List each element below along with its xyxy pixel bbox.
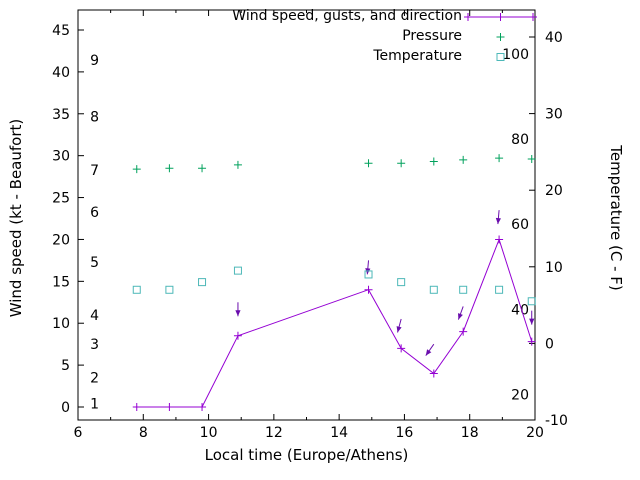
y-right-tick-label: 30 xyxy=(545,107,563,123)
gust-arrow-head xyxy=(425,349,432,356)
square-marker xyxy=(459,285,468,294)
plus-marker xyxy=(527,155,536,164)
legend-sample-2 xyxy=(496,53,505,61)
x-tick-label: 18 xyxy=(461,425,479,441)
square-marker xyxy=(527,297,536,306)
gust-arrow-head xyxy=(235,310,241,317)
plus-marker xyxy=(165,403,174,411)
beaufort-scale-label: 5 xyxy=(90,255,99,271)
y-left-tick-label: 30 xyxy=(52,149,70,165)
gust-arrow-head xyxy=(396,326,402,333)
gust-arrow-head xyxy=(529,318,535,325)
plus-marker xyxy=(527,337,536,346)
plus-marker xyxy=(429,369,438,378)
plus-marker xyxy=(364,285,373,294)
square-marker xyxy=(165,285,174,294)
fahrenheit-scale-label: 100 xyxy=(502,47,529,63)
gust-arrow-head xyxy=(495,217,501,225)
legend-label-temperature: Temperature xyxy=(373,48,462,64)
gust-arrow-head xyxy=(458,313,463,320)
beaufort-scale-label: 2 xyxy=(90,371,99,387)
fahrenheit-scale-label: 40 xyxy=(511,302,529,318)
y-right-tick-label: 40 xyxy=(545,30,563,46)
plus-marker xyxy=(198,164,207,173)
x-tick-label: 12 xyxy=(265,425,283,441)
plus-marker xyxy=(198,403,207,411)
y-left-tick-label: 15 xyxy=(52,274,70,290)
x-tick-label: 10 xyxy=(200,425,218,441)
beaufort-scale-label: 1 xyxy=(90,397,99,413)
y-left-tick-label: 25 xyxy=(52,191,70,207)
beaufort-scale-label: 6 xyxy=(90,205,99,221)
legend-sample-1 xyxy=(496,33,505,41)
axis-tick-labels: 6 8 10 12 14 16 18 20051015202530354045-1001020… xyxy=(52,23,568,441)
fahrenheit-scale-label: 60 xyxy=(511,217,529,233)
square-marker xyxy=(397,278,406,287)
plus-marker xyxy=(397,344,406,353)
plus-marker xyxy=(496,33,505,41)
y-right-tick-label: -10 xyxy=(545,413,568,429)
plus-marker xyxy=(429,157,438,166)
fahrenheit-scale-label: 20 xyxy=(511,387,529,403)
square-marker xyxy=(495,285,504,294)
y-left-tick-label: 40 xyxy=(52,65,70,81)
x-tick-label: 20 xyxy=(526,425,544,441)
beaufort-scale-label: 3 xyxy=(90,337,99,353)
wind-speed-line xyxy=(136,237,533,408)
beaufort-scale-label: 8 xyxy=(90,109,99,125)
square-marker xyxy=(364,270,373,279)
legend-square xyxy=(496,53,505,61)
y-axis-right-title: Temperature (C - F) xyxy=(607,145,625,291)
x-tick-label: 16 xyxy=(396,425,414,441)
square-marker xyxy=(132,285,141,294)
legend-label-wind: Wind speed, gusts, and direction xyxy=(232,8,462,24)
y-left-tick-label: 0 xyxy=(61,400,70,416)
series-pressure xyxy=(132,154,536,174)
y-right-tick-label: 0 xyxy=(545,336,554,352)
square-marker xyxy=(429,285,438,294)
y-left-tick-label: 5 xyxy=(61,358,70,374)
plus-marker xyxy=(459,155,468,164)
plus-marker xyxy=(496,13,505,21)
plus-marker xyxy=(397,159,406,168)
x-tick-label: 14 xyxy=(330,425,348,441)
y-right-tick-label: 20 xyxy=(545,183,563,199)
series-temperature xyxy=(132,266,536,306)
plus-marker xyxy=(364,159,373,168)
beaufort-scale-label: 7 xyxy=(90,163,99,179)
fahrenheit-scale-label: 80 xyxy=(511,132,529,148)
plus-marker xyxy=(132,403,141,411)
y-left-tick-label: 10 xyxy=(52,316,70,332)
y-axis-left-title: Wind speed (kt - Beaufort) xyxy=(7,118,25,318)
plus-marker xyxy=(233,160,242,169)
plus-marker xyxy=(495,235,504,244)
x-tick-label: 6 xyxy=(74,425,83,441)
axes xyxy=(77,9,536,421)
plus-marker xyxy=(529,13,537,21)
legend-sample-0 xyxy=(464,13,537,21)
legend-label-pressure: Pressure xyxy=(402,28,462,44)
plus-marker xyxy=(495,154,504,163)
plus-marker xyxy=(464,13,472,21)
square-marker xyxy=(233,266,242,275)
plot-border xyxy=(77,9,536,421)
plus-marker xyxy=(132,165,141,174)
square-marker xyxy=(198,278,207,287)
plus-marker xyxy=(233,331,242,340)
x-axis-title: Local time (Europe/Athens) xyxy=(204,446,409,464)
y-left-tick-label: 45 xyxy=(52,23,70,39)
beaufort-scale-label: 4 xyxy=(90,308,99,324)
y-left-tick-label: 20 xyxy=(52,232,70,248)
x-tick-label: 8 xyxy=(139,425,148,441)
series-wind-gusts-and-direction xyxy=(235,210,535,356)
beaufort-scale-label: 9 xyxy=(90,53,99,69)
y-right-tick-label: 10 xyxy=(545,260,563,276)
y-left-tick-label: 35 xyxy=(52,107,70,123)
plus-marker xyxy=(165,164,174,173)
series-wind-speed xyxy=(132,235,536,411)
plus-marker xyxy=(459,327,468,336)
